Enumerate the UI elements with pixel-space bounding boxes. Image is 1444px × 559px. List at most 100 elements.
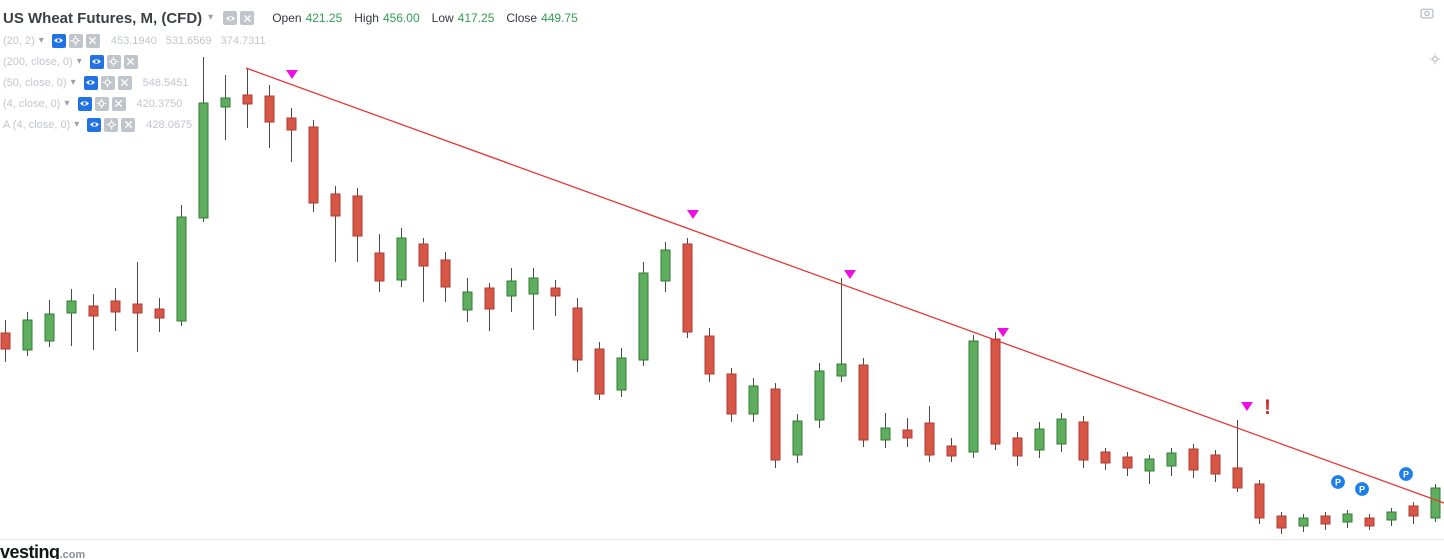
candle: [594, 342, 605, 400]
ohlc-pair: High 456.00: [354, 11, 419, 25]
candle-body: [396, 237, 407, 281]
indicator-row: (50, close, 0) ▾ 548.5451: [3, 72, 578, 93]
candle-body: [1166, 452, 1177, 467]
chevron-down-icon[interactable]: ▾: [208, 12, 214, 23]
close-icon[interactable]: [85, 33, 100, 48]
camera-icon[interactable]: [1420, 6, 1434, 25]
logo-suffix: .com: [59, 549, 86, 559]
eye-icon[interactable]: [51, 33, 66, 48]
candle: [1122, 452, 1133, 476]
candle: [308, 120, 319, 212]
candle: [88, 294, 99, 350]
eye-icon[interactable]: [223, 11, 238, 25]
indicator-label: (200, close, 0): [3, 55, 73, 68]
candle-body: [638, 272, 649, 361]
candle: [198, 57, 209, 222]
indicator-controls: [87, 117, 136, 132]
close-icon[interactable]: [240, 11, 255, 25]
gear-glyph: [102, 77, 113, 88]
candle: [220, 75, 231, 140]
candle: [638, 262, 649, 366]
close-glyph: [127, 57, 135, 66]
candle-body: [682, 243, 693, 333]
sell-arrow-icon[interactable]: [687, 210, 699, 219]
close-icon[interactable]: [111, 96, 126, 111]
candle-body: [858, 364, 869, 441]
investing-logo: vesting.com: [0, 542, 85, 559]
candle-body: [792, 420, 803, 456]
indicator-values: 420.3750: [137, 98, 192, 110]
chevron-down-icon[interactable]: ▾: [76, 55, 82, 67]
trendline[interactable]: [245, 67, 1444, 504]
eye-icon[interactable]: [83, 75, 98, 90]
settings-icon[interactable]: [1429, 52, 1441, 70]
p-badge-label: P: [1335, 478, 1341, 488]
candle: [176, 205, 187, 326]
candle-body: [990, 338, 1001, 445]
candle-body: [418, 243, 429, 267]
candle-body: [308, 126, 319, 204]
candle: [682, 238, 693, 338]
candle: [440, 252, 451, 302]
eye-icon[interactable]: [77, 96, 92, 111]
eye-icon[interactable]: [89, 54, 104, 69]
indicator-value: 428.0675: [146, 118, 193, 131]
gear-icon[interactable]: [100, 75, 115, 90]
indicator-legend: (20, 2) ▾ 453.1940 531.6569 374.7311 (200, cl…: [3, 30, 578, 135]
candle: [1012, 432, 1023, 466]
candle: [1210, 450, 1221, 482]
gear-outline-glyph: [1429, 53, 1441, 65]
candle: [616, 348, 627, 397]
candle-body: [1232, 467, 1243, 489]
ohlc-label: High: [354, 11, 379, 25]
candle: [550, 280, 561, 316]
indicator-value: 548.5451: [142, 76, 189, 89]
candle-body: [770, 388, 781, 461]
close-icon[interactable]: [117, 75, 132, 90]
symbol-title[interactable]: US Wheat Futures, M, (CFD): [3, 9, 203, 27]
candle-body: [1122, 456, 1133, 469]
ohlc-value: 449.75: [541, 11, 578, 25]
candle-body: [616, 357, 627, 391]
chevron-down-icon[interactable]: ▾: [74, 118, 80, 130]
p-badge[interactable]: P: [1329, 473, 1347, 491]
candle: [22, 312, 33, 356]
chevron-down-icon[interactable]: ▾: [64, 97, 70, 109]
p-badge[interactable]: P: [1397, 465, 1415, 483]
gear-icon[interactable]: [104, 117, 119, 132]
candle: [528, 268, 539, 330]
candle: [858, 358, 869, 447]
chevron-down-icon[interactable]: ▾: [70, 76, 76, 88]
p-badge-circle: [1329, 473, 1347, 491]
indicator-row: (20, 2) ▾ 453.1940 531.6569 374.7311: [3, 30, 578, 51]
gear-icon[interactable]: [106, 54, 121, 69]
candle: [1298, 514, 1309, 532]
gear-icon[interactable]: [94, 96, 109, 111]
close-icon[interactable]: [121, 117, 136, 132]
gear-glyph: [71, 35, 81, 46]
sell-arrow-icon[interactable]: [1241, 402, 1253, 411]
chevron-down-icon[interactable]: ▾: [38, 34, 44, 46]
close-icon[interactable]: [123, 54, 138, 69]
candle: [704, 328, 715, 382]
candle: [352, 188, 363, 262]
logo-text: vesting: [0, 542, 60, 559]
indicator-row: (200, close, 0) ▾: [3, 51, 578, 72]
p-badge[interactable]: P: [1353, 480, 1371, 498]
candle: [770, 383, 781, 468]
candle: [66, 289, 77, 346]
candle-body: [968, 340, 979, 453]
gear-icon[interactable]: [68, 33, 83, 48]
eye-icon[interactable]: [87, 117, 102, 132]
indicator-label: A (4, close, 0): [3, 118, 71, 131]
sell-arrow-icon[interactable]: [286, 70, 298, 79]
candle-body: [22, 319, 33, 351]
eye-glyph: [86, 80, 96, 85]
sell-arrow-icon[interactable]: [844, 270, 856, 279]
candle-body: [1386, 511, 1397, 521]
sell-arrow-icon[interactable]: [997, 328, 1009, 337]
eye-glyph: [80, 101, 89, 106]
candle: [396, 228, 407, 287]
